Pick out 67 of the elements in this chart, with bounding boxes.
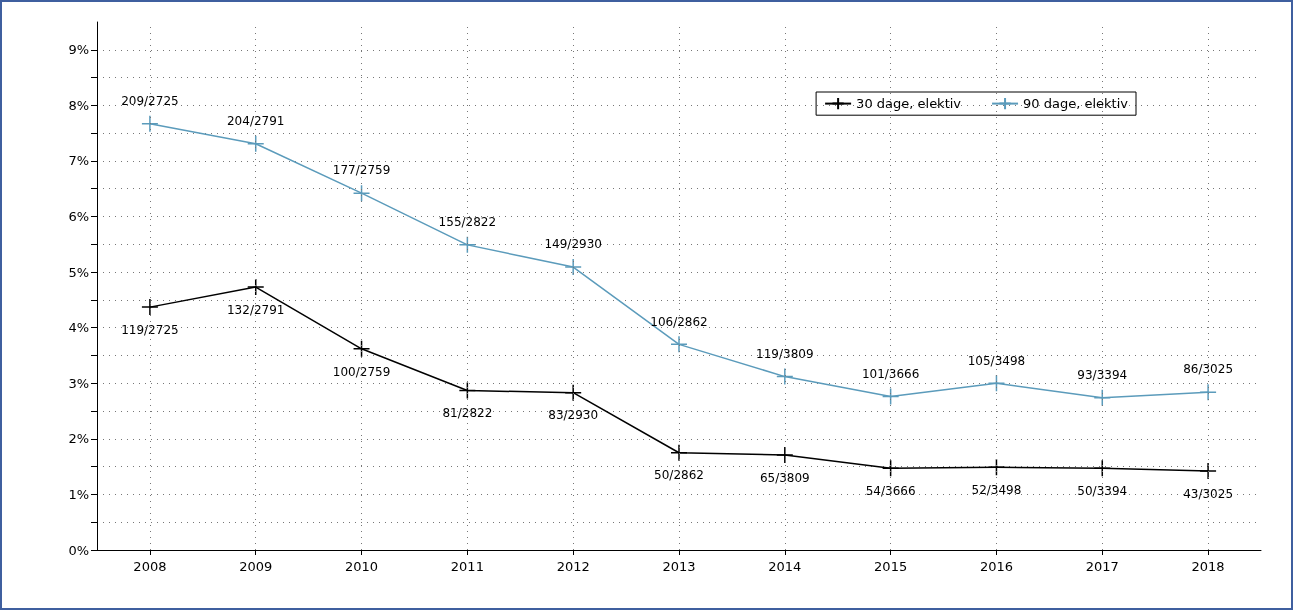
point [1199,462,1217,480]
data-label: 100/2759 [332,364,391,379]
data-label: 177/2759 [332,163,391,178]
x-tick-label: 2017 [1085,559,1119,574]
data-label: 93/3394 [1077,367,1128,382]
data-label: 50/3394 [1077,484,1128,499]
x-tick-label: 2016 [979,559,1013,574]
y-tick-label: 4% [68,320,89,336]
x-tick-label: 2012 [556,559,590,574]
data-label: 101/3666 [861,366,920,381]
point [564,383,582,402]
y-tick-label: 5% [68,264,89,280]
point [458,236,477,254]
data-label: 50/2862 [654,468,704,483]
y-tick-label: 1% [68,486,89,502]
data-label: 119/2725 [121,322,179,337]
y-tick-label: 6% [68,209,89,225]
y-tick-label: 9% [68,42,89,58]
y-tick-label: 8% [68,97,89,113]
data-label: 83/2930 [548,408,599,423]
data-label: 119/3809 [756,346,814,361]
data-label: 132/2791 [226,302,285,317]
data-label: 204/2791 [226,113,285,128]
point [776,367,794,386]
data-label: 155/2822 [438,215,497,230]
point [458,381,477,400]
point [141,298,159,316]
data-label: 106/2862 [650,314,708,329]
y-tick-label: 3% [68,375,89,391]
point [352,184,371,202]
point [141,114,159,133]
x-tick-label: 2009 [239,559,273,574]
data-label: 54/3666 [865,484,916,499]
data-label: 43/3025 [1183,486,1234,501]
point [352,340,371,358]
x-tick-label: 2008 [133,559,167,574]
x-tick-label: 2013 [662,559,696,574]
data-label: 65/3809 [759,470,810,485]
data-label: 81/2822 [442,406,493,421]
point [564,258,582,276]
x-tick-label: 2010 [345,559,379,574]
legend-label: 90 dage, elektiv [1023,96,1129,112]
x-tick-label: 2014 [768,559,802,574]
y-tick-label: 0% [68,542,89,558]
point [246,278,265,296]
x-tick-label: 2011 [450,559,484,574]
point [1199,383,1217,401]
data-label: 209/2725 [121,93,179,108]
point [1093,459,1112,478]
point [776,446,794,464]
x-tick-label: 2015 [874,559,908,574]
point [670,335,688,354]
point [881,387,900,406]
data-label: 52/3498 [971,482,1022,497]
point [246,134,265,153]
point [881,459,900,478]
point [987,374,1006,393]
y-tick-label: 7% [68,153,89,169]
data-label: 149/2930 [544,237,602,252]
point [670,443,688,462]
x-tick-label: 2018 [1191,559,1225,574]
data-label: 105/3498 [967,353,1026,368]
legend-label: 30 dage, elektiv [856,96,962,112]
point [1093,388,1112,407]
data-label: 86/3025 [1183,362,1234,377]
point [987,458,1006,476]
y-tick-label: 2% [68,431,89,447]
